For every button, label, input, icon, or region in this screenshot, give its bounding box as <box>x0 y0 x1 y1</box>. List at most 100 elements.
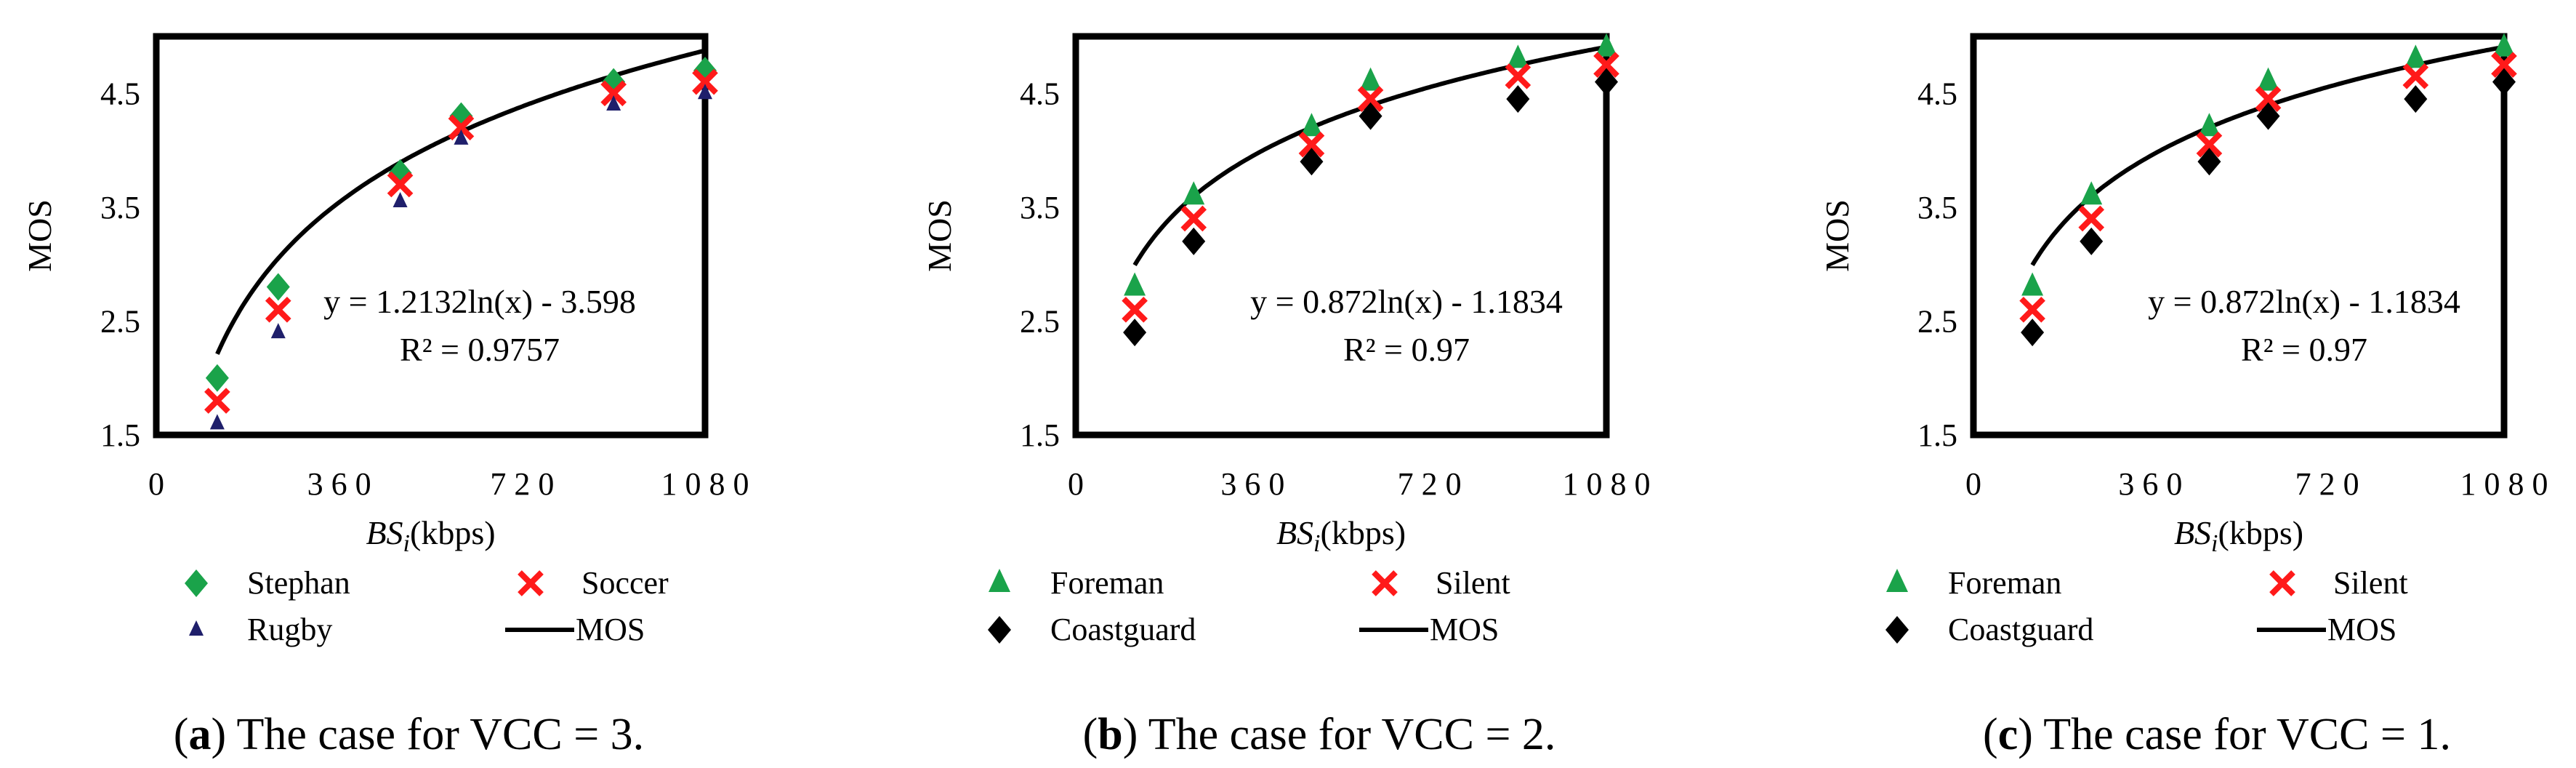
y-tick-label: 1.5 <box>1917 417 1957 453</box>
data-point-foreman <box>2493 33 2515 57</box>
x-axis-label-unit: (kbps) <box>1321 514 1406 551</box>
legend-marker-silent-stroke-2 <box>1372 570 1398 596</box>
legend-label: Stephan <box>247 565 350 601</box>
data-point-foreman <box>1124 272 1146 296</box>
caption-paren-close: ) The case for VCC = 1. <box>2018 710 2451 759</box>
data-point-silent-stroke-2 <box>1298 131 1325 158</box>
data-point-coastguard <box>1123 319 1147 347</box>
legend-marker-foreman <box>1886 569 1908 592</box>
x-tick-label: 0 <box>1965 466 1981 502</box>
plot-frame <box>153 33 709 439</box>
data-point-silent <box>2402 63 2429 89</box>
legend-label: MOS <box>576 612 645 647</box>
data-point-silent-stroke-2 <box>1505 63 1531 89</box>
data-point-coastguard <box>1359 102 1382 130</box>
legend-label: Coastguard <box>1050 612 1196 647</box>
data-point-silent-stroke-2 <box>2019 296 2045 323</box>
x-axis-label: BSi(kbps) <box>366 514 495 557</box>
panel-caption: (c) The case for VCC = 1. <box>1983 710 2451 759</box>
data-point-foreman <box>1183 181 1205 205</box>
data-point-soccer-stroke-2 <box>265 296 291 323</box>
data-point-rugby <box>606 95 621 111</box>
data-point-soccer <box>387 171 414 198</box>
data-point-silent-stroke-2 <box>1122 296 1148 323</box>
legend-marker-soccer <box>518 570 544 596</box>
y-tick-label: 1.5 <box>100 417 140 453</box>
x-axis-label-var: BS <box>1276 514 1313 551</box>
data-point-silent <box>1357 86 1384 112</box>
legend-marker-coastguard <box>1885 616 1909 644</box>
data-point-silent <box>2255 86 2282 112</box>
data-point-silent-stroke-2 <box>1180 205 1207 232</box>
x-tick-label: 7 2 0 <box>1398 466 1462 502</box>
x-axis-label-var: BS <box>366 514 403 551</box>
y-tick-label: 2.5 <box>100 303 140 339</box>
data-point-foreman <box>1300 113 1323 137</box>
data-point-foreman <box>2198 113 2221 137</box>
data-point-coastguard <box>1595 68 1618 96</box>
data-point-coastguard <box>1300 148 1324 176</box>
legend-marker-silent <box>2269 570 2295 596</box>
data-point-soccer <box>600 80 627 107</box>
x-axis-label-sub: i <box>2211 530 2218 557</box>
data-point-rugby <box>270 323 286 339</box>
fit-r-squared: R² = 0.9757 <box>400 331 560 368</box>
data-point-silent <box>1593 52 1619 78</box>
data-point-foreman <box>1359 67 1382 91</box>
plot-frame <box>1970 33 2508 439</box>
data-point-foreman <box>2257 67 2279 91</box>
x-axis-label-unit: (kbps) <box>410 514 496 551</box>
data-point-silent <box>1122 296 1148 323</box>
data-point-foreman <box>2404 44 2427 68</box>
data-point-rugby <box>393 192 408 208</box>
x-tick-label: 1 0 8 0 <box>2460 466 2548 502</box>
x-tick-label: 3 6 0 <box>307 466 371 502</box>
y-tick-label: 4.5 <box>1917 76 1957 111</box>
fit-r-squared: R² = 0.97 <box>2241 331 2367 368</box>
data-point-coastguard <box>2256 102 2280 130</box>
data-point-coastguard <box>2021 319 2045 347</box>
data-point-foreman <box>1595 33 1617 57</box>
legend-marker-rugby <box>189 620 204 636</box>
caption-paren-close: ) The case for VCC = 3. <box>211 710 644 759</box>
y-tick-label: 3.5 <box>100 190 140 225</box>
data-point-rugby <box>698 84 712 100</box>
x-tick-label: 0 <box>1068 466 1084 502</box>
data-point-silent-stroke-2 <box>2491 52 2517 78</box>
data-point-coastguard <box>1506 85 1530 113</box>
x-tick-label: 7 2 0 <box>490 466 554 502</box>
data-point-silent-stroke-2 <box>2255 86 2282 112</box>
caption-panel-letter: c <box>1998 710 2018 759</box>
data-point-soccer <box>265 296 291 323</box>
y-tick-label: 3.5 <box>1917 190 1957 225</box>
data-point-silent <box>1298 131 1325 158</box>
y-tick-label: 4.5 <box>1020 76 1060 111</box>
data-point-soccer-stroke-2 <box>692 68 718 95</box>
data-point-coastguard <box>2404 85 2428 113</box>
series-rugby <box>209 84 712 430</box>
legend: Stephan Soccer Rugby MOS <box>185 565 669 647</box>
caption-paren-close: ) The case for VCC = 2. <box>1123 710 1556 759</box>
fit-r-squared: R² = 0.97 <box>1343 331 1470 368</box>
panel-caption: (b) The case for VCC = 2. <box>1083 710 1556 759</box>
y-axis-label: MOS <box>1819 199 1856 272</box>
y-tick-label: 4.5 <box>100 76 140 111</box>
legend-marker-silent <box>1372 570 1398 596</box>
data-point-silent <box>2196 131 2223 158</box>
legend-marker-silent-stroke-2 <box>2269 570 2295 596</box>
data-point-silent <box>1505 63 1531 89</box>
chart-panel-b: 1.5 2.5 3.5 4.5 0 3 6 0 7 2 0 1 0 8 0 MOS BSi(kbp… <box>921 33 1651 759</box>
data-point-stephan <box>266 273 290 301</box>
series-soccer <box>204 68 718 414</box>
x-axis-label: BSi(kbps) <box>1276 514 1406 557</box>
chart-panel-c: 1.5 2.5 3.5 4.5 0 3 6 0 7 2 0 1 0 8 0 MOS BSi(kbp… <box>1819 33 2548 759</box>
fit-equation: y = 0.872ln(x) - 1.1834 <box>2148 283 2460 320</box>
legend-marker-stephan <box>185 569 208 597</box>
x-axis-label-unit: (kbps) <box>2218 514 2304 551</box>
data-point-silent <box>2491 52 2517 78</box>
chart-panel-a: 1.5 2.5 3.5 4.5 0 3 6 0 7 2 0 1 0 8 0 MOS BSi(kbp… <box>21 33 749 759</box>
x-axis-label: BSi(kbps) <box>2174 514 2303 557</box>
data-point-stephan <box>205 364 229 392</box>
caption-paren-open: ( <box>1983 710 1998 759</box>
data-point-soccer-stroke-2 <box>448 114 475 141</box>
